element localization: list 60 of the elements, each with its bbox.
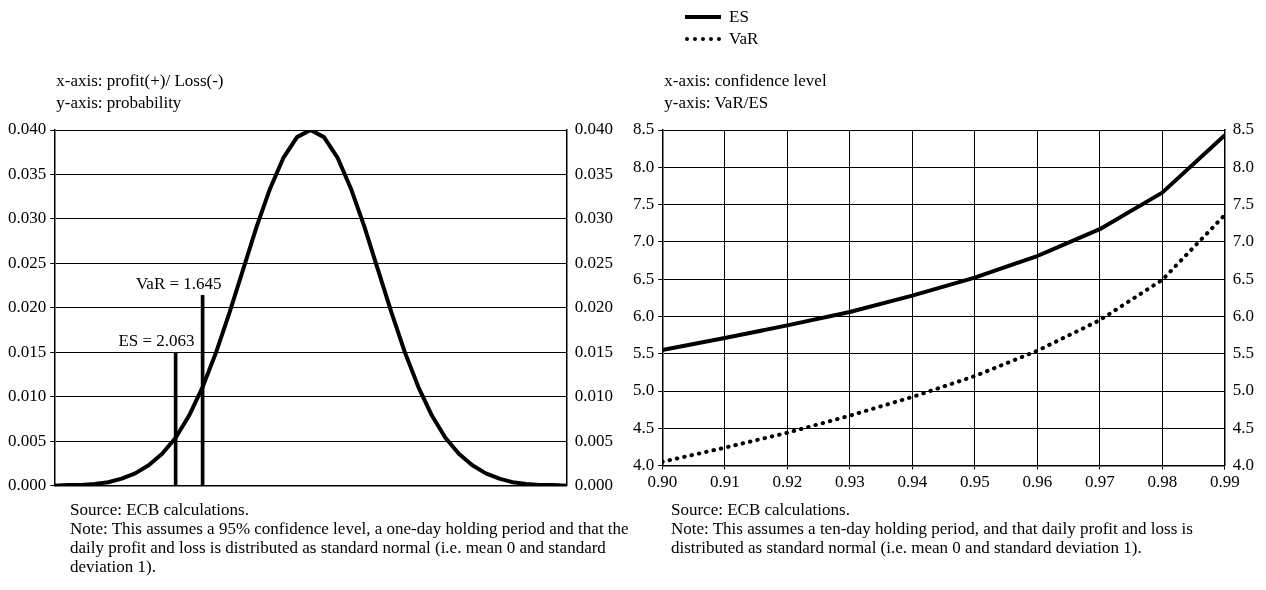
x-tick-label: 0.95 <box>959 472 990 492</box>
x-tick-label: 0.99 <box>1209 472 1240 492</box>
y2-tick-label: 6.0 <box>1232 305 1254 325</box>
y2-tick-label: 0.000 <box>574 475 613 495</box>
y2-tick-label: 0.005 <box>574 430 613 450</box>
y-tick-label: 5.0 <box>633 380 655 400</box>
x-axis-title: x-axis: profit(+)/ Loss(-) <box>56 71 224 90</box>
y2-tick-label: 0.035 <box>574 163 613 183</box>
y2-tick-label: 5.5 <box>1232 343 1254 363</box>
text: Note: This assumes a ten-day holding period, and that daily profit and loss is distributed as standard normal (i.e. mean 0 and standard deviation 1). <box>671 519 1194 557</box>
x-tick-label: 0.98 <box>1147 472 1178 492</box>
source-note: Source: ECB calculations. <box>70 500 250 519</box>
y2-tick-label: 4.0 <box>1232 455 1254 475</box>
y-tick-label: 0.025 <box>8 252 47 272</box>
y2-tick-label: 8.5 <box>1232 119 1254 139</box>
legend-label: ES <box>729 6 749 28</box>
y-tick-label: 0.010 <box>8 386 47 406</box>
y2-tick-label: 7.5 <box>1232 194 1254 214</box>
y2-tick-label: 0.030 <box>574 208 613 228</box>
y-tick-label: 0.040 <box>8 119 47 139</box>
y-tick-label: 7.5 <box>633 194 655 214</box>
y2-tick-label: 4.5 <box>1232 417 1254 437</box>
x-axis-title: x-axis: confidence level <box>664 71 827 90</box>
y-tick-label: 6.0 <box>633 305 655 325</box>
y-tick-label: 8.0 <box>633 156 655 176</box>
y-tick-label: 0.000 <box>8 475 47 495</box>
x-tick-label: 0.90 <box>647 472 678 492</box>
series-label: VaR = 1.645 <box>135 274 222 294</box>
x-tick-label: 0.91 <box>709 472 740 492</box>
y2-tick-label: 0.025 <box>574 252 613 272</box>
y-tick-label: 5.5 <box>633 343 655 363</box>
y-tick-label: 4.0 <box>633 455 655 475</box>
y2-tick-label: 0.015 <box>574 341 613 361</box>
y-tick-label: 0.030 <box>8 208 47 228</box>
y-tick-label: 4.5 <box>633 417 655 437</box>
x-tick-label: 0.92 <box>772 472 803 492</box>
y2-tick-label: 6.5 <box>1232 268 1254 288</box>
y2-tick-label: 0.040 <box>574 119 613 139</box>
y2-tick-label: 0.010 <box>574 386 613 406</box>
y-tick-label: 0.015 <box>8 341 47 361</box>
y-tick-label: 0.020 <box>8 297 47 317</box>
series-label: ES = 2.063 <box>118 331 195 351</box>
y-tick-label: 0.035 <box>8 163 47 183</box>
y2-tick-label: 5.0 <box>1232 380 1254 400</box>
y2-tick-label: 8.0 <box>1232 156 1254 176</box>
y-tick-label: 7.0 <box>633 231 655 251</box>
y2-tick-label: 0.020 <box>574 297 613 317</box>
text: Note: This assumes a 95% confidence level, a one-day holding period and that the daily profit and loss is distributed as standard normal (i.e. mean 0 and standard deviation 1). <box>70 519 630 576</box>
x-tick-label: 0.97 <box>1084 472 1116 492</box>
y-tick-label: 6.5 <box>633 268 655 288</box>
x-tick-label: 0.93 <box>834 472 865 492</box>
x-tick-label: 0.96 <box>1022 472 1053 492</box>
y2-tick-label: 7.0 <box>1232 231 1254 251</box>
y-axis-title: y-axis: VaR/ES <box>664 93 769 112</box>
y-tick-label: 0.005 <box>8 430 47 450</box>
x-tick-label: 0.94 <box>897 472 928 492</box>
y-tick-label: 8.5 <box>633 119 655 139</box>
y-axis-title: y-axis: probability <box>56 93 182 112</box>
legend-label: VaR <box>729 28 759 50</box>
source-note: Source: ECB calculations. <box>671 500 851 519</box>
